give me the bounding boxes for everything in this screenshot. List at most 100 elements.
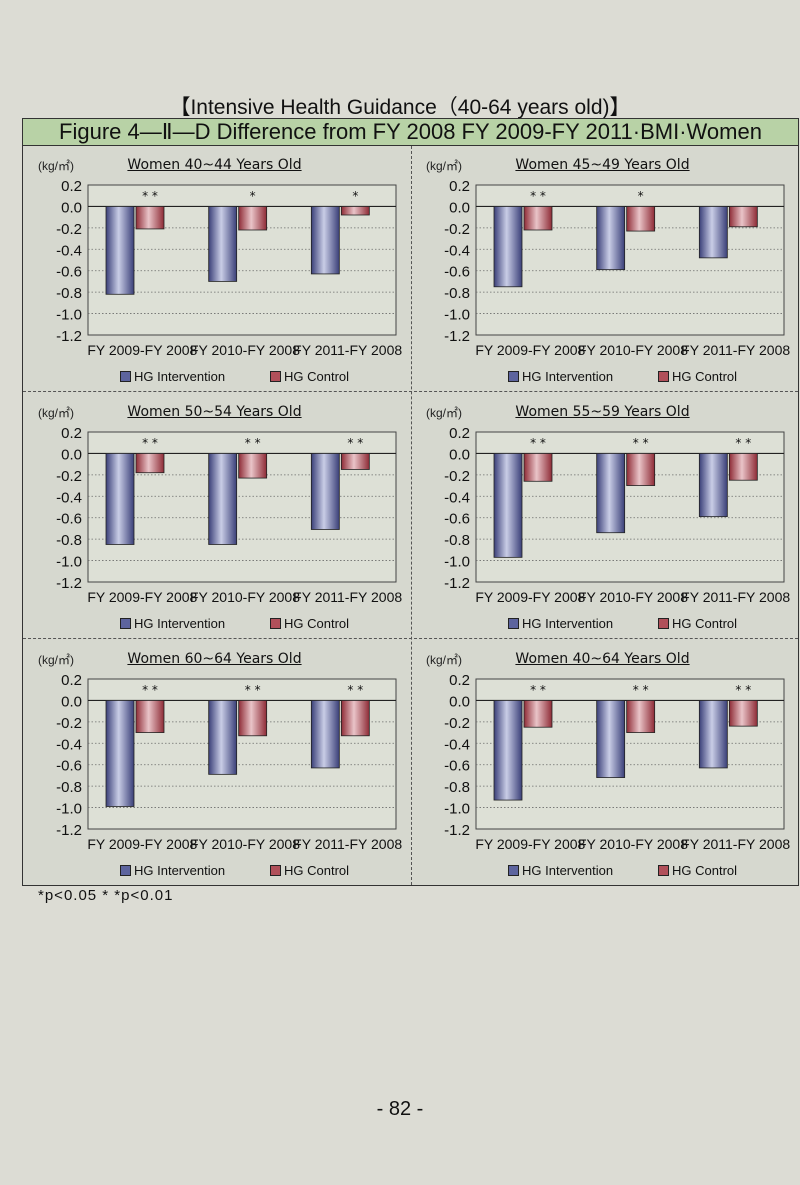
- legend-swatch: [658, 865, 669, 876]
- bar-chart: 0.2 0.0 -0.2 -0.4 -0.6 -0.8 -1.0 -1.2 * * FY 2009…: [444, 178, 790, 358]
- legend-item-hg-control: HG Control: [658, 369, 737, 384]
- figure-title: Figure 4—Ⅱ—D Difference from FY 2008 FY …: [23, 119, 798, 146]
- bar-hg-control: [626, 453, 656, 486]
- bar-hg-control: [238, 453, 268, 479]
- x-category-label: FY 2011-FY 2008: [293, 342, 402, 358]
- y-tick-label: -0.6: [444, 511, 470, 528]
- x-category-label: FY 2010-FY 2008: [578, 342, 688, 358]
- bar-hg-intervention: [310, 206, 340, 275]
- legend-swatch: [270, 618, 281, 629]
- y-tick-label: -1.0: [444, 801, 470, 818]
- x-category-label: FY 2010-FY 2008: [190, 589, 300, 605]
- y-tick-label: -1.0: [56, 307, 82, 324]
- x-category-label: FY 2010-FY 2008: [190, 836, 300, 852]
- bar-hg-control: [626, 206, 656, 232]
- y-tick-label: -1.2: [56, 328, 82, 345]
- x-category-label: FY 2009-FY 2008: [87, 589, 197, 605]
- bar-hg-intervention: [208, 453, 238, 545]
- bar-hg-intervention: [105, 453, 135, 545]
- significance-marker: * *: [245, 683, 261, 697]
- bar-hg-control: [135, 700, 165, 733]
- legend-label: HG Intervention: [522, 369, 614, 384]
- x-category-label: FY 2011-FY 2008: [293, 836, 402, 852]
- significance-marker: *: [638, 189, 644, 203]
- legend-item-hg-control: HG Control: [270, 616, 349, 631]
- bar-hg-control: [523, 206, 553, 231]
- y-tick-label: -0.6: [56, 264, 82, 281]
- y-tick-label: -0.2: [444, 468, 470, 485]
- bar-hg-intervention: [310, 453, 340, 530]
- x-category-label: FY 2010-FY 2008: [190, 342, 300, 358]
- chart-title: Women 60~64 Years Old: [127, 651, 302, 667]
- y-tick-label: 0.2: [449, 178, 470, 195]
- significance-marker: * *: [142, 683, 158, 697]
- bar-hg-control: [238, 206, 268, 231]
- significance-marker: *: [352, 189, 358, 203]
- legend-label: HG Intervention: [134, 369, 226, 384]
- legend-item-hg-control: HG Control: [658, 863, 737, 878]
- x-category-label: FY 2009-FY 2008: [475, 836, 585, 852]
- y-tick-label: 0.0: [449, 446, 470, 463]
- bar-hg-intervention: [493, 453, 523, 558]
- significance-marker: * *: [347, 683, 363, 697]
- bar-hg-intervention: [493, 206, 523, 288]
- chart-title: Women 40~64 Years Old: [515, 651, 690, 667]
- chart-panel: (kg/㎡) Women 40~44 Years Old 0.2 0.0 -0.2 -0.…: [22, 145, 407, 395]
- y-tick-label: -0.6: [444, 264, 470, 281]
- legend-item-hg-intervention: HG Intervention: [508, 863, 613, 878]
- y-tick-label: 0.2: [449, 672, 470, 689]
- y-tick-label: -0.2: [56, 715, 82, 732]
- y-tick-label: -1.0: [56, 554, 82, 571]
- bar-hg-control: [340, 700, 370, 737]
- x-category-label: FY 2011-FY 2008: [681, 342, 790, 358]
- y-tick-label: -0.2: [444, 221, 470, 238]
- bar-chart: 0.2 0.0 -0.2 -0.4 -0.6 -0.8 -1.0 -1.2 * * FY 2009…: [56, 178, 402, 358]
- bar-hg-intervention: [596, 700, 626, 778]
- chart-panel: (kg/㎡) Women 55~59 Years Old 0.2 0.0 -0.2 -0.…: [410, 392, 795, 642]
- y-unit-label: (kg/㎡): [38, 653, 75, 667]
- significance-marker: * *: [530, 683, 546, 697]
- y-unit-label: (kg/㎡): [38, 406, 75, 420]
- bar-chart: 0.2 0.0 -0.2 -0.4 -0.6 -0.8 -1.0 -1.2 * * FY 2009…: [56, 425, 402, 605]
- bar-hg-intervention: [310, 700, 340, 769]
- significance-marker: * *: [245, 436, 261, 450]
- y-tick-label: 0.0: [61, 446, 82, 463]
- bar-chart: 0.2 0.0 -0.2 -0.4 -0.6 -0.8 -1.0 -1.2 * * FY 2009…: [56, 672, 402, 852]
- bar-hg-control: [523, 700, 553, 728]
- legend-swatch: [508, 371, 519, 382]
- bar-hg-control: [728, 206, 758, 228]
- bar-hg-intervention: [208, 700, 238, 775]
- y-tick-label: -1.0: [444, 554, 470, 571]
- significance-footnote: *p<0.05 * *p<0.01: [38, 887, 174, 904]
- page-number: - 82 -: [376, 1098, 424, 1120]
- legend-swatch: [508, 618, 519, 629]
- legend-swatch: [508, 865, 519, 876]
- legend-swatch: [658, 371, 669, 382]
- legend-item-hg-control: HG Control: [270, 863, 349, 878]
- chart-panel: (kg/㎡) Women 40~64 Years Old 0.2 0.0 -0.2 -0.…: [410, 639, 795, 889]
- legend-swatch: [120, 371, 131, 382]
- chart-title: Women 40~44 Years Old: [127, 157, 302, 173]
- y-unit-label: (kg/㎡): [38, 159, 75, 173]
- bar-hg-intervention: [596, 453, 626, 534]
- x-category-label: FY 2011-FY 2008: [681, 836, 790, 852]
- y-tick-label: -1.2: [444, 328, 470, 345]
- x-category-label: FY 2010-FY 2008: [578, 836, 688, 852]
- legend-label: HG Control: [672, 369, 738, 384]
- y-tick-label: -0.8: [56, 779, 82, 796]
- y-unit-label: (kg/㎡): [426, 159, 463, 173]
- bar-hg-intervention: [493, 700, 523, 801]
- y-tick-label: -0.4: [56, 242, 82, 259]
- significance-marker: * *: [530, 189, 546, 203]
- legend-label: HG Intervention: [134, 616, 226, 631]
- x-category-label: FY 2010-FY 2008: [578, 589, 688, 605]
- legend-label: HG Intervention: [134, 863, 226, 878]
- y-tick-label: -0.2: [56, 221, 82, 238]
- y-tick-label: -1.2: [444, 575, 470, 592]
- legend-item-hg-intervention: HG Intervention: [508, 616, 613, 631]
- y-tick-label: -1.2: [56, 575, 82, 592]
- y-tick-label: -1.0: [444, 307, 470, 324]
- legend-swatch: [270, 865, 281, 876]
- y-unit-label: (kg/㎡): [426, 406, 463, 420]
- y-tick-label: 0.0: [61, 693, 82, 710]
